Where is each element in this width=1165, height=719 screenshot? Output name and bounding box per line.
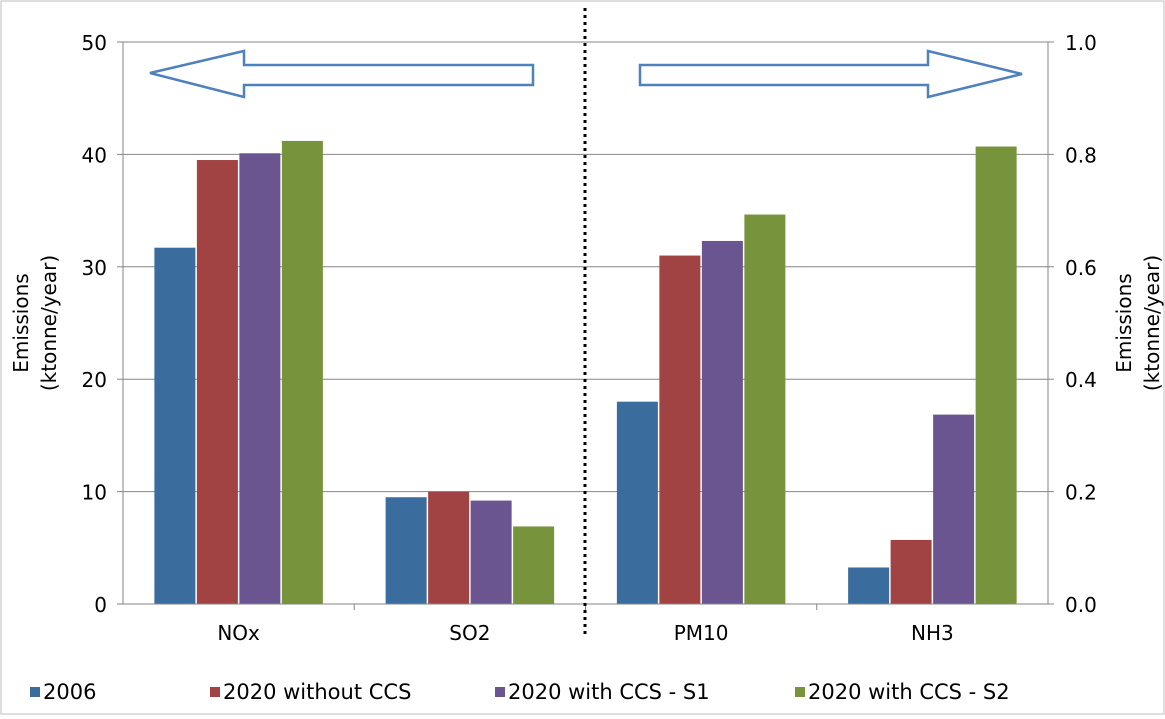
bar — [616, 401, 658, 604]
category-label: SO2 — [449, 621, 490, 645]
bar — [239, 153, 281, 604]
bar — [933, 414, 975, 604]
left-tick-label: 0 — [94, 593, 107, 617]
bar — [196, 160, 238, 604]
bar — [890, 539, 932, 604]
bar — [659, 255, 701, 604]
legend-swatch — [30, 687, 40, 697]
bar — [385, 497, 427, 604]
legend-swatch — [795, 687, 805, 697]
right-tick-label: 1.0 — [1065, 31, 1097, 55]
left-axis-title-line1: Emissions — [9, 273, 33, 372]
legend: 2006 2020 without CCS 2020 with CCS - S1 20… — [30, 680, 1010, 704]
right-tick-label: 0.0 — [1065, 593, 1097, 617]
right-arrow-icon — [638, 49, 1023, 99]
right-tick-label: 0.4 — [1065, 368, 1097, 392]
bar — [848, 567, 890, 604]
direction-arrows — [149, 49, 1023, 99]
right-tick-label: 0.2 — [1065, 481, 1097, 505]
bar — [744, 214, 786, 604]
left-tick-label: 40 — [82, 143, 107, 167]
bar — [154, 247, 196, 604]
left-axis-title-line2: (ktonne/year) — [37, 255, 61, 391]
right-axis-title-line1: Emissions — [1112, 273, 1136, 372]
bar — [470, 500, 512, 604]
category-label: PM10 — [674, 621, 729, 645]
legend-label: 2020 with CCS - S2 — [808, 680, 1010, 704]
legend-label: 2020 without CCS — [223, 680, 411, 704]
left-tick-label: 10 — [82, 481, 107, 505]
left-tick-label: 20 — [82, 368, 107, 392]
left-arrow-icon — [149, 49, 535, 99]
legend-swatch — [210, 687, 220, 697]
bar — [701, 240, 743, 604]
left-tick-label: 50 — [82, 31, 107, 55]
category-label: NH3 — [911, 621, 954, 645]
category-label: NOx — [217, 621, 260, 645]
bar — [281, 140, 323, 605]
legend-label: 2006 — [43, 680, 96, 704]
legend-swatch — [495, 687, 505, 697]
right-axis-title-line2: (ktonne/year) — [1140, 255, 1164, 391]
bar — [513, 526, 555, 604]
right-tick-label: 0.8 — [1065, 143, 1097, 167]
left-axis-title: Emissions (ktonne/year) — [9, 255, 61, 391]
bar — [975, 146, 1017, 605]
legend-label: 2020 with CCS - S1 — [508, 680, 710, 704]
bar — [428, 491, 470, 604]
bars — [154, 140, 1017, 605]
axes: 0 0.0 10 0.2 20 0.4 30 0.6 40 0.8 50 1.0 NOx SO2 PM10 N… — [9, 8, 1164, 645]
left-tick-label: 30 — [82, 256, 107, 280]
right-tick-label: 0.6 — [1065, 256, 1097, 280]
right-axis-title: Emissions (ktonne/year) — [1112, 255, 1164, 391]
